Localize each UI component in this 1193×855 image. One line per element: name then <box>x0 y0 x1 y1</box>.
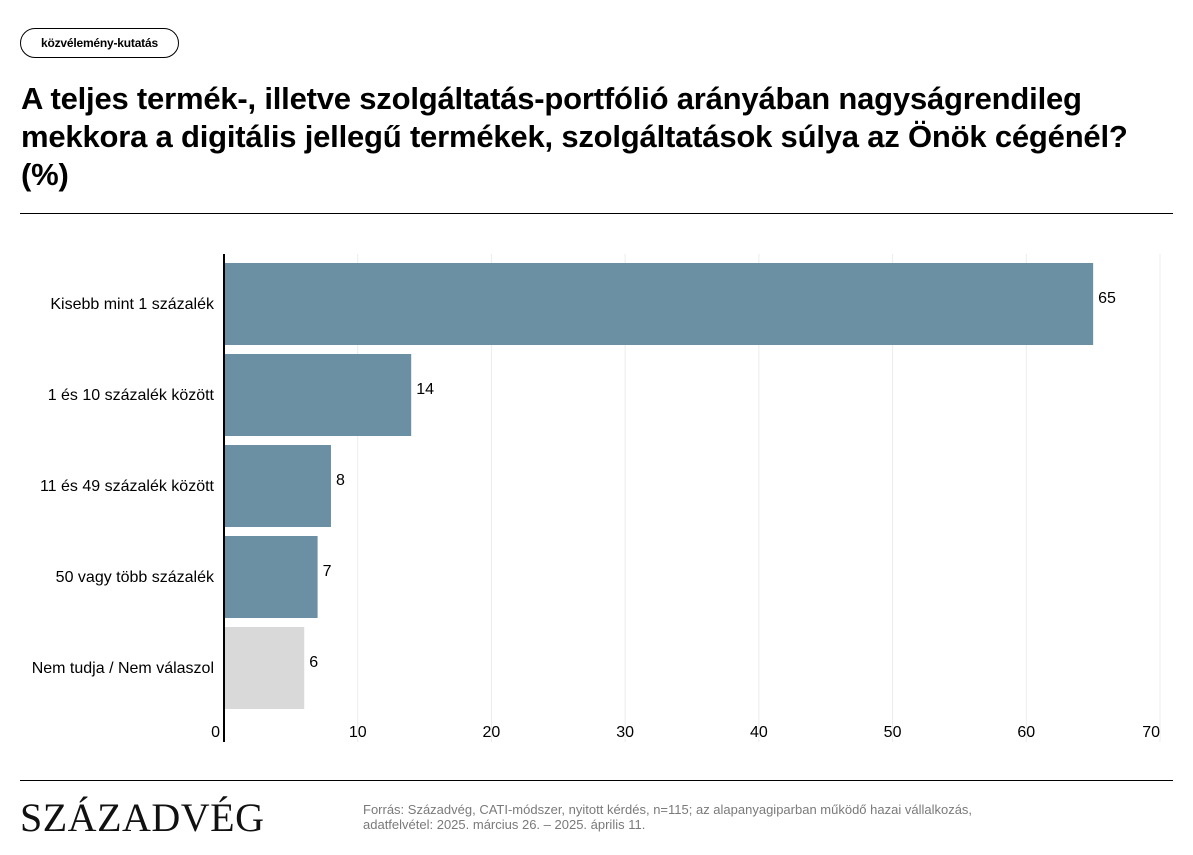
source-note: Forrás: Századvég, CATI-módszer, nyitott… <box>363 802 1163 832</box>
bar-0 <box>224 263 1094 345</box>
value-label: 6 <box>309 654 318 671</box>
value-label: 7 <box>323 563 332 580</box>
bar-3 <box>224 536 318 618</box>
value-label: 8 <box>336 472 345 489</box>
footer-divider <box>20 780 1173 781</box>
category-label: Kisebb mint 1 százalék <box>50 296 215 313</box>
brand-logo: SZÁZADVÉG <box>20 795 265 840</box>
source-line-1: Forrás: Századvég, CATI-módszer, nyitott… <box>363 802 973 817</box>
x-tick-label: 30 <box>616 724 634 741</box>
category-label: 1 és 10 százalék között <box>48 387 215 404</box>
bar-chart: Kisebb mint 1 százalék 1 és 10 százalék k… <box>32 254 1161 742</box>
x-tick-label: 60 <box>1017 724 1035 741</box>
header-divider <box>20 213 1173 214</box>
x-tick-label: 20 <box>483 724 501 741</box>
bar-2 <box>224 445 331 527</box>
x-tick-label: 50 <box>884 724 902 741</box>
x-tick-label: 70 <box>1142 724 1160 741</box>
value-label: 14 <box>416 381 434 398</box>
category-labels: Kisebb mint 1 százalék 1 és 10 százalék k… <box>32 296 215 677</box>
bar-4 <box>224 627 305 709</box>
chart-title: A teljes termék-, illetve szolgáltatás-p… <box>21 81 1128 192</box>
category-label: Nem tudja / Nem válaszol <box>32 660 214 677</box>
value-label: 65 <box>1098 290 1116 307</box>
bar-1 <box>224 354 412 436</box>
x-tick-label: 0 <box>211 724 220 741</box>
x-axis-ticks: 0 10 20 30 40 50 60 70 <box>211 724 1160 741</box>
category-label: 50 vagy több százalék <box>56 569 215 586</box>
value-labels: 65 14 8 7 6 <box>309 290 1116 671</box>
category-label: 11 és 49 százalék között <box>40 478 215 495</box>
source-line-2: adatfelvétel: 2025. március 26. – 2025. … <box>363 817 646 832</box>
x-tick-label: 40 <box>750 724 768 741</box>
category-tag: közvélemény-kutatás <box>20 28 179 58</box>
x-tick-label: 10 <box>349 724 367 741</box>
bars <box>224 263 1094 709</box>
